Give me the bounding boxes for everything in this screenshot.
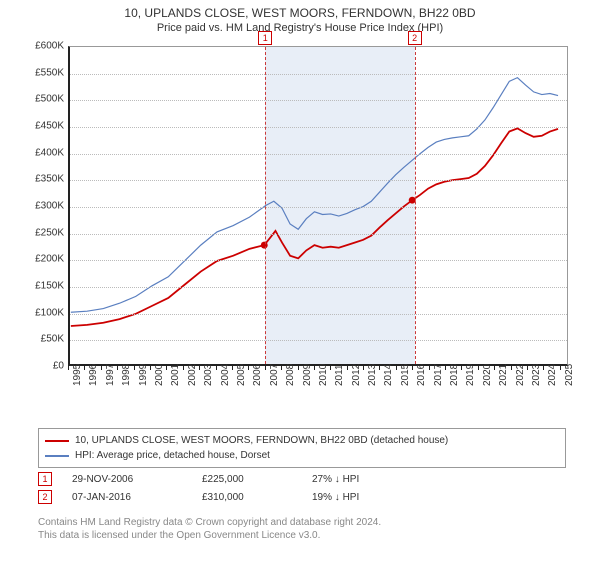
gridline [70, 74, 567, 75]
legend-item-hpi: HPI: Average price, detached house, Dors… [45, 448, 559, 463]
y-tick-label: £500K [20, 94, 64, 105]
y-tick-label: £50K [20, 334, 64, 345]
gridline [70, 154, 567, 155]
y-tick-label: £450K [20, 121, 64, 132]
y-tick-label: £350K [20, 174, 64, 185]
chart-subtitle: Price paid vs. HM Land Registry's House … [0, 22, 600, 34]
chart-title: 10, UPLANDS CLOSE, WEST MOORS, FERNDOWN,… [0, 6, 600, 20]
plot-area: 12 [68, 46, 568, 366]
y-tick-label: £400K [20, 147, 64, 158]
y-tick-label: £250K [20, 227, 64, 238]
event-marker-box: 2 [408, 31, 422, 45]
y-tick-label: £200K [20, 254, 64, 265]
gridline [70, 207, 567, 208]
event-marker-2: 2 [38, 490, 52, 504]
gridline [70, 180, 567, 181]
legend-item-property: 10, UPLANDS CLOSE, WEST MOORS, FERNDOWN,… [45, 433, 559, 448]
gridline [70, 234, 567, 235]
event-date-1: 29-NOV-2006 [72, 474, 182, 485]
x-tick-label: 2025 [564, 364, 592, 386]
legend-panel: 10, UPLANDS CLOSE, WEST MOORS, FERNDOWN,… [38, 428, 566, 468]
legend-label-hpi: HPI: Average price, detached house, Dors… [75, 448, 270, 463]
gridline [70, 314, 567, 315]
event-price-2: £310,000 [202, 492, 292, 503]
footer-attribution: Contains HM Land Registry data © Crown c… [38, 516, 566, 542]
footer-line-1: Contains HM Land Registry data © Crown c… [38, 516, 566, 529]
gridline [70, 340, 567, 341]
gridline [70, 100, 567, 101]
y-tick-label: £300K [20, 201, 64, 212]
event-row-1: 1 29-NOV-2006 £225,000 27% ↓ HPI [38, 470, 566, 488]
event-table: 1 29-NOV-2006 £225,000 27% ↓ HPI 2 07-JA… [38, 470, 566, 506]
event-date-2: 07-JAN-2016 [72, 492, 182, 503]
event-delta-1: 27% ↓ HPI [312, 474, 422, 485]
series-line-hpi [71, 78, 558, 313]
event-delta-2: 19% ↓ HPI [312, 492, 422, 503]
event-vline [265, 47, 266, 364]
legend-label-property: 10, UPLANDS CLOSE, WEST MOORS, FERNDOWN,… [75, 433, 448, 448]
gridline [70, 287, 567, 288]
y-tick-label: £0 [20, 361, 64, 372]
y-tick-label: £550K [20, 67, 64, 78]
footer-line-2: This data is licensed under the Open Gov… [38, 529, 566, 542]
event-price-1: £225,000 [202, 474, 292, 485]
event-marker-box: 1 [258, 31, 272, 45]
event-row-2: 2 07-JAN-2016 £310,000 19% ↓ HPI [38, 488, 566, 506]
legend-swatch-property [45, 440, 69, 442]
legend-swatch-hpi [45, 455, 69, 457]
chart-svg [70, 47, 567, 364]
series-line-property [71, 128, 558, 326]
event-marker-1: 1 [38, 472, 52, 486]
gridline [70, 260, 567, 261]
chart-container: £0 £50K £100K £150K £200K £250K £300K £350K £400… [20, 38, 580, 398]
gridline [70, 127, 567, 128]
y-tick-label: £600K [20, 41, 64, 52]
y-tick-label: £100K [20, 307, 64, 318]
y-tick-label: £150K [20, 281, 64, 292]
event-vline [415, 47, 416, 364]
